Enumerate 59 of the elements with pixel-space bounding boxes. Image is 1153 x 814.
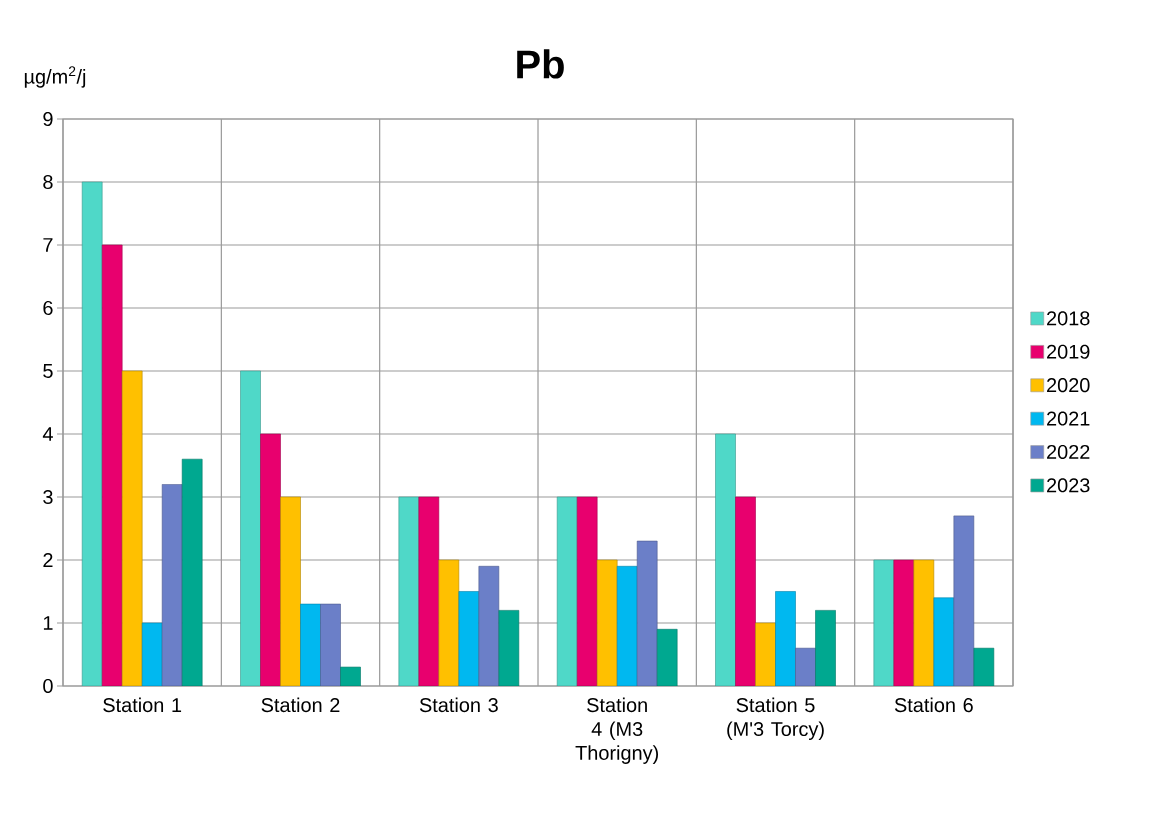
bar (81, 181, 103, 686)
bar (933, 597, 955, 686)
y-tick-label: 1 (43, 616, 53, 630)
y-tick-label: 5 (43, 364, 53, 378)
y-tick-label: 0 (43, 678, 53, 694)
bar (775, 591, 796, 686)
bar (755, 622, 776, 686)
bar (458, 591, 480, 686)
legend-label: 2020 (1047, 378, 1090, 393)
bar (121, 370, 143, 686)
bar (300, 603, 321, 686)
bar (556, 496, 578, 686)
bar (953, 515, 975, 686)
y-tick-label: 3 (43, 489, 53, 505)
y-tick-label: 7 (43, 238, 53, 252)
bar (418, 496, 440, 686)
x-tick-label: Station 6 (894, 697, 973, 713)
bar (576, 496, 598, 686)
bar (656, 628, 678, 686)
bar (141, 622, 163, 686)
bar (815, 610, 836, 686)
legend-label: 2018 (1047, 311, 1090, 326)
legend-label: 2022 (1047, 444, 1090, 459)
y-tick-label: 2 (43, 553, 53, 567)
y-tick-label: 4 (42, 427, 53, 441)
x-tick-label: Station 5 (M'3 Torcy) (727, 697, 824, 740)
bar (478, 565, 500, 686)
bar (973, 647, 995, 686)
bar (101, 244, 123, 686)
bar (873, 559, 895, 686)
y-tick-label: 8 (43, 174, 53, 190)
bar (498, 610, 520, 686)
x-tick-label: Station 2 (261, 697, 340, 713)
legend-label: 2021 (1047, 411, 1090, 426)
bar (596, 559, 618, 686)
bar (735, 496, 756, 686)
y-tick-label: 9 (43, 111, 53, 127)
bar (320, 603, 341, 686)
bar (616, 565, 638, 686)
bar (893, 559, 915, 686)
bar (715, 433, 736, 686)
y-tick-label: 6 (43, 300, 53, 316)
chart-title: Pb (517, 49, 564, 79)
y-axis-title: µg/m$^{2}$/j (24, 66, 86, 88)
bar (240, 370, 261, 686)
bar (795, 647, 816, 686)
bar (398, 496, 420, 686)
x-tick-label: Station 1 (103, 697, 182, 713)
x-tick-label: Station 4 (M3 Thorigny) (575, 697, 659, 764)
x-tick-label: Station 3 (419, 697, 498, 713)
bar (913, 559, 935, 686)
legend-label: 2023 (1047, 478, 1090, 493)
legend-label: 2019 (1047, 344, 1090, 359)
bar (260, 433, 281, 686)
bar (161, 484, 183, 686)
bar (636, 540, 658, 686)
bar (280, 496, 301, 686)
bar (438, 559, 460, 686)
bar (181, 458, 203, 686)
